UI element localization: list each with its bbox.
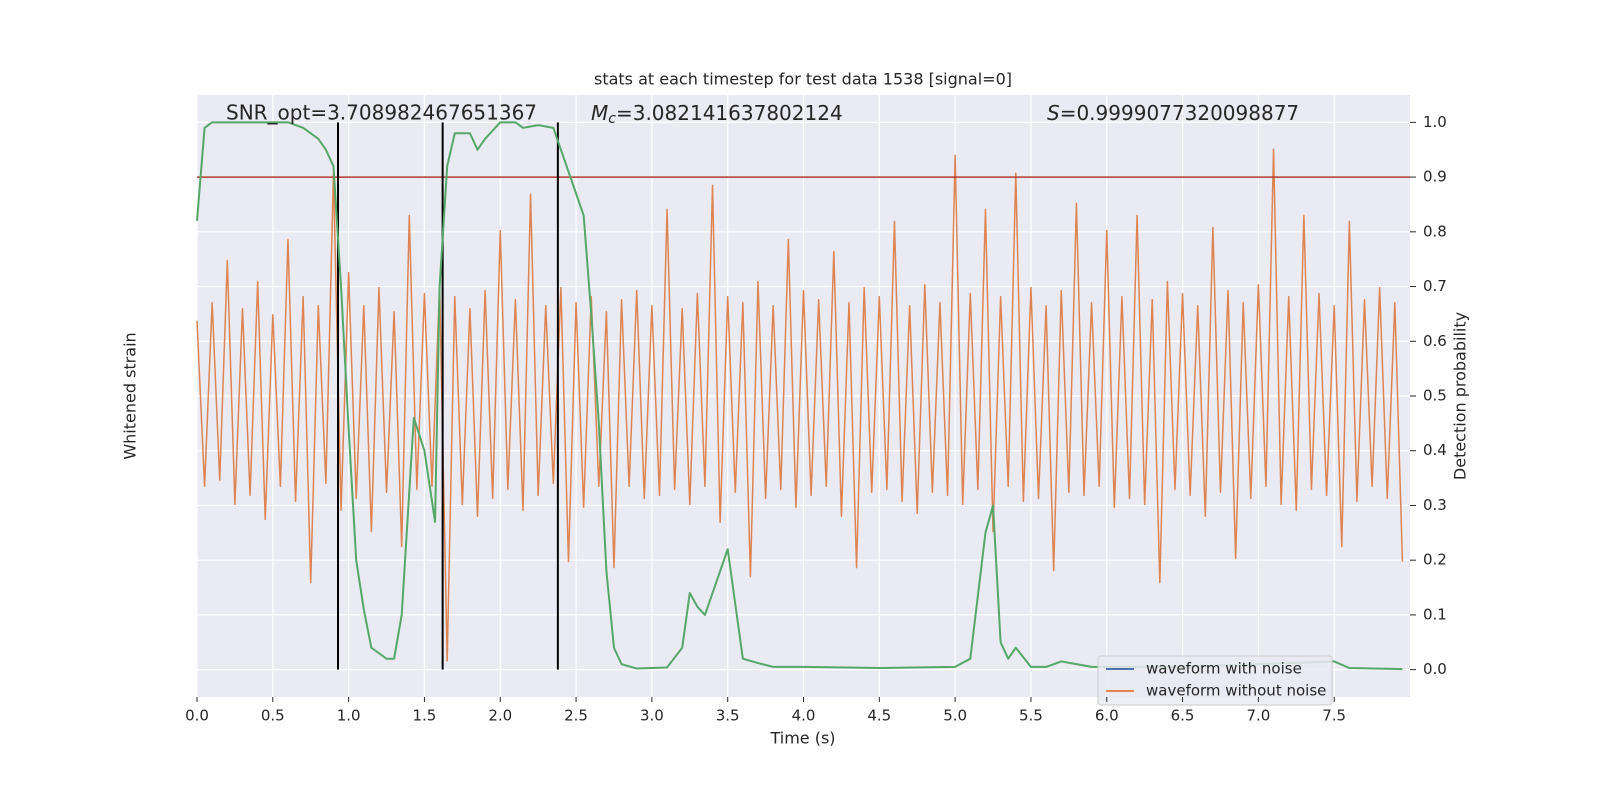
x-tick-label: 5.0 [943, 707, 967, 725]
probability-line [196, 121, 1403, 671]
annotation-text: =0.9999077320098877 [1060, 101, 1299, 125]
annotation: S=0.9999077320098877 [1047, 101, 1299, 125]
x-tick-label: 7.5 [1322, 707, 1346, 725]
y2-tick-label: 0.2 [1423, 551, 1447, 569]
x-axis-label: Time (s) [769, 729, 835, 748]
waveform-line [196, 148, 1404, 662]
annotation: SNR_opt=3.708982467651367 [226, 101, 537, 125]
legend-label: waveform without noise [1146, 682, 1326, 700]
x-tick-label: 3.0 [640, 707, 664, 725]
x-tick-label: 0.0 [185, 707, 209, 725]
y-axis-label: Whitened strain [121, 332, 140, 459]
x-tick-label: 1.0 [337, 707, 361, 725]
legend-label: waveform with noise [1146, 660, 1302, 678]
annotation-text: =3.082141637802124 [616, 101, 843, 125]
y2-tick-label: 0.7 [1423, 277, 1447, 295]
x-tick-label: 5.5 [1019, 707, 1043, 725]
x-tick-label: 0.5 [261, 707, 285, 725]
x-tick-label: 3.5 [716, 707, 740, 725]
y2-tick-label: 0.1 [1423, 605, 1447, 623]
x-tick-label: 2.5 [564, 707, 588, 725]
annotation: Mc=3.082141637802124 [591, 101, 843, 128]
x-tick-label: 7.0 [1246, 707, 1270, 725]
y2-axis-label: Detection probability [1451, 312, 1470, 480]
x-tick-label: 1.5 [413, 707, 437, 725]
marks [196, 121, 1410, 671]
y2-tick-label: 0.5 [1423, 387, 1447, 405]
x-tick-label: 6.5 [1171, 707, 1195, 725]
annotation-symbol: S [1047, 101, 1060, 125]
x-tick-label: 6.0 [1095, 707, 1119, 725]
annotation-symbol: M [591, 101, 608, 125]
y2-tick-label: 0.3 [1423, 496, 1447, 514]
annotation-subscript: c [608, 111, 616, 127]
legend: waveform with noise waveform without nois… [1097, 655, 1333, 706]
chart-title: stats at each timestep for test data 153… [594, 70, 1012, 89]
y2-tick-label: 1.0 [1423, 113, 1447, 131]
y2-tick-label: 0.6 [1423, 332, 1447, 350]
x-tick-label: 4.5 [867, 707, 891, 725]
y2-tick-label: 0.9 [1423, 168, 1447, 186]
legend-box [1097, 655, 1333, 706]
x-tick-label: 2.0 [488, 707, 512, 725]
y2-tick-label: 0.0 [1423, 660, 1447, 678]
y2-tick-label: 0.4 [1423, 441, 1447, 459]
y2-tick-label: 0.8 [1423, 222, 1447, 240]
x-tick-label: 4.0 [792, 707, 816, 725]
